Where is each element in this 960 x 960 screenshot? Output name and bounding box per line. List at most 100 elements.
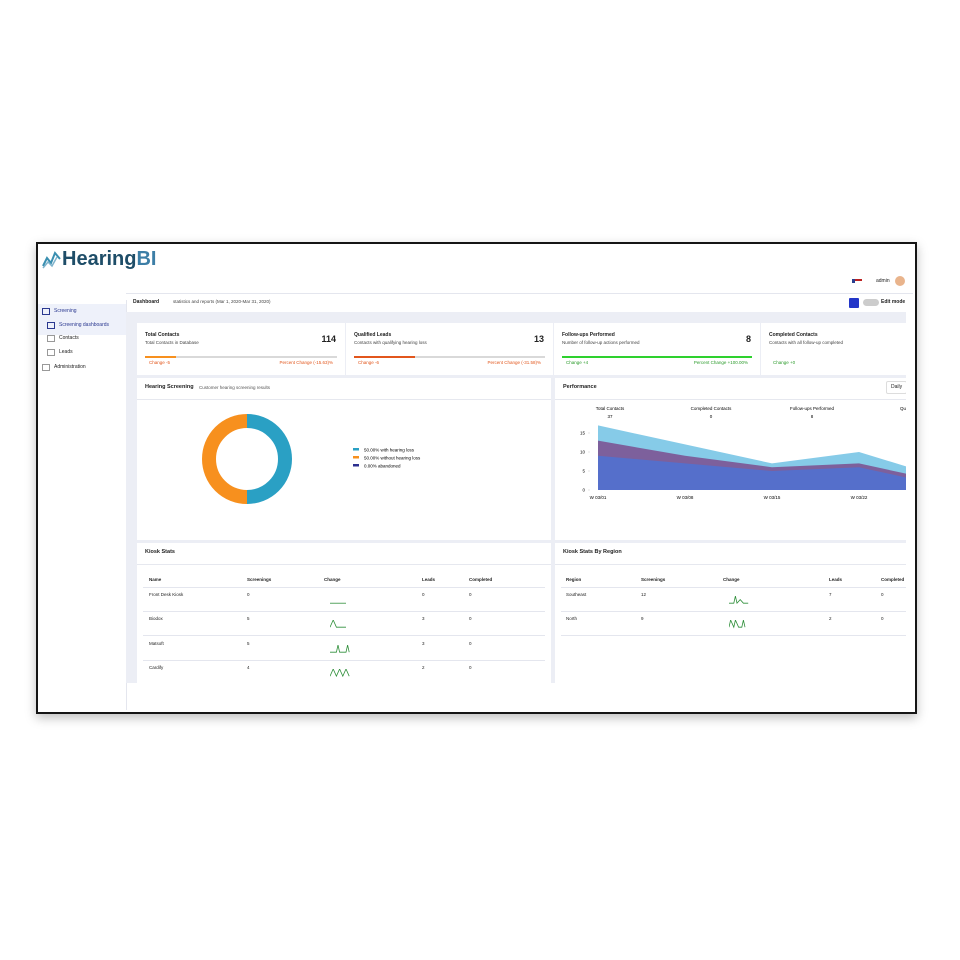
column-header: Change — [324, 577, 341, 582]
kpi-card: Completed Contacts Contacts with all foll… — [761, 323, 906, 375]
sparkline-chart — [729, 596, 749, 605]
cell-name: Cardify — [149, 664, 164, 670]
donut-chart: 50.00% with hearing loss 50.00% without h… — [202, 414, 421, 504]
dashboard-content: Total Contacts Total Contacts in Database… — [126, 312, 906, 683]
nav-item[interactable]: Administration — [54, 364, 86, 370]
column-header: Completed — [469, 577, 493, 582]
cell-screenings: 9 — [641, 616, 644, 622]
kpi-card: Follow-ups Performed Number of follow-up … — [554, 323, 760, 375]
cell-completed: 0 — [469, 640, 472, 646]
flag-icon[interactable] — [852, 279, 862, 283]
sidebar-active — [38, 304, 126, 335]
cell-completed: 0 — [469, 592, 472, 597]
sidebar: Screening Screening dashboards Contacts … — [38, 300, 127, 710]
panel-header: Performance Daily — [555, 378, 906, 400]
legend-label: 0.00% abandoned — [364, 464, 401, 469]
user-name[interactable]: admin — [876, 278, 890, 284]
x-tick-label: W 03/08 — [677, 495, 694, 500]
cell-leads: 0 — [422, 592, 425, 597]
legend-label: 50.00% with hearing loss — [364, 448, 415, 453]
x-tick-label: W 03/01 — [590, 495, 607, 500]
sparkline — [330, 644, 350, 653]
progress-track — [354, 356, 545, 358]
cell-name: Front Desk Kiosk — [149, 592, 184, 597]
card-description: Contacts with all follow-up completed — [769, 340, 844, 345]
sparkline-chart — [330, 620, 346, 628]
donut-segment — [246, 414, 292, 504]
column-header: Name — [149, 577, 162, 582]
header-rule — [143, 587, 545, 588]
panel-subtitle: Customer hearing screening results — [199, 384, 271, 390]
progress-track — [562, 356, 752, 358]
nav-icon — [47, 335, 55, 342]
area-chart: Total Contacts 37 Completed Contacts 0 Follo… — [580, 406, 906, 500]
progress-fill — [354, 356, 416, 358]
summary-value: 8 — [811, 414, 814, 419]
y-tick-label: 5 — [582, 469, 585, 474]
progress-fill — [145, 356, 176, 358]
card-title: Total Contacts — [145, 332, 180, 338]
nav-item[interactable]: Leads — [59, 349, 73, 355]
legend-label: 50.00% without hearing loss — [364, 456, 421, 461]
nav-item[interactable]: Contacts — [59, 335, 79, 341]
nav-item[interactable]: Screening — [54, 308, 77, 314]
cell-screenings: 4 — [247, 664, 250, 670]
logo-text: HearingBI — [62, 249, 156, 269]
edit-toggle[interactable] — [863, 299, 879, 306]
kiosk-panel: Kiosk Stats Name Screenings Change Leads Comp… — [137, 543, 551, 683]
panel-header: Hearing Screening Customer hearing scree… — [137, 378, 551, 400]
y-tick-label: 10 — [580, 450, 586, 455]
logo-main: Hearing — [62, 248, 137, 270]
summary-value: 37 — [607, 414, 613, 419]
cell-completed: 0 — [469, 664, 472, 670]
card-title: Qualified Leads — [354, 332, 392, 338]
avatar[interactable] — [895, 276, 905, 286]
column-header: Leads — [829, 577, 843, 582]
period-select[interactable]: Daily — [886, 381, 906, 394]
legend-swatch — [353, 464, 359, 467]
card-value: 114 — [321, 334, 336, 344]
cell-leads: 3 — [422, 640, 425, 646]
nav-icon — [47, 322, 55, 329]
legend-swatch — [353, 456, 359, 459]
card-title: Completed Contacts — [769, 332, 818, 338]
nav-icon — [42, 308, 50, 315]
progress-fill — [562, 356, 752, 358]
y-tick-label: 15 — [580, 431, 586, 436]
logo-line — [42, 256, 58, 269]
cell-completed: 0 — [881, 616, 884, 622]
panel-title: Performance — [563, 384, 597, 390]
summary-label: Total Contacts — [596, 406, 625, 411]
toolbar-title: Dashboard — [133, 299, 160, 305]
cell-leads: 2 — [422, 664, 425, 670]
filter-button[interactable] — [849, 298, 859, 308]
toolbar-subtitle: statistics and reports (Mar 1, 2020-Mar … — [173, 299, 271, 304]
nav-item[interactable]: Screening dashboards — [59, 322, 110, 328]
toolbar: Dashboard statistics and reports (Mar 1,… — [126, 293, 913, 313]
donut-segment — [202, 414, 248, 504]
sparkline — [729, 620, 746, 629]
cell-leads: 3 — [422, 616, 425, 622]
nav-icon — [42, 364, 50, 371]
summary-label: Follow-ups Performed — [790, 406, 835, 411]
logo-icon — [42, 251, 61, 269]
edit-mode-label: Edit mode — [881, 299, 906, 305]
panel-header: Kiosk Stats — [137, 543, 551, 565]
card-value: 13 — [533, 334, 544, 344]
sparkline — [330, 620, 346, 628]
sparkline — [330, 668, 350, 678]
x-tick-label: W 03/22 — [851, 495, 868, 500]
cell-leads: 2 — [829, 616, 832, 622]
panel-header: Kiosk Stats By Region — [555, 543, 906, 565]
cell-screenings: 12 — [641, 592, 647, 597]
cell-name: North — [566, 616, 578, 622]
sparkline-chart — [330, 602, 346, 604]
row-rule — [561, 611, 906, 612]
hearing-panel: Hearing Screening Customer hearing scree… — [137, 378, 551, 540]
performance-panel: Performance Daily Total Contacts 37 Comple… — [555, 378, 906, 540]
cell-screenings: 5 — [247, 640, 250, 646]
cell-name: Southeast — [566, 592, 587, 597]
row-rule — [143, 635, 545, 637]
panel-title: Kiosk Stats By Region — [563, 549, 622, 555]
card-change: Change +4 — [566, 360, 589, 365]
